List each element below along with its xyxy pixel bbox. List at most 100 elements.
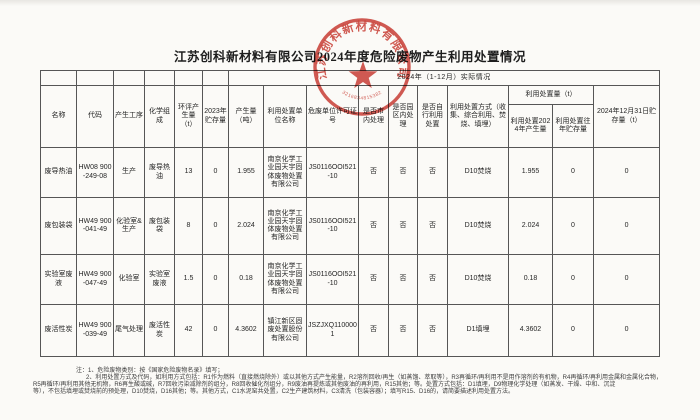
- table-cell: 0: [552, 197, 594, 255]
- col-header-code: 代码: [76, 85, 114, 148]
- table-cell: 4.3602: [228, 304, 264, 357]
- header-row-sub: 利用处置2024年产生量 利用处置往年贮存量: [41, 104, 660, 148]
- col-header-chemical: 化学组成: [144, 85, 175, 148]
- header-spacer-cell: [76, 70, 114, 86]
- table-cell: JS0116OOI521-10: [306, 197, 359, 255]
- table-cell: 化验室&生产: [113, 197, 145, 255]
- table-cell: 0.18: [228, 254, 264, 305]
- page-title: 江苏创科新材料有限公司2024年度危险废物产生利用处置情况: [173, 50, 526, 64]
- table-cell: 废导热油: [144, 147, 175, 198]
- col-header-disposal-unit: 利用处置单位名称: [263, 85, 307, 148]
- table-row: 实验室废液 HW49 900-047-49 化验室 实验室废液 1.5 0 0.…: [40, 254, 661, 305]
- table-cell: 0: [552, 147, 594, 198]
- table-cell: 废活性炭: [144, 304, 175, 357]
- table-cell: 否: [388, 197, 418, 255]
- table-cell: HW49 900-047-49: [76, 254, 114, 305]
- table-cell: 0: [592, 147, 661, 198]
- col-header-self-disposal: 是否自行利用处置: [417, 85, 448, 148]
- table-cell: 南京化学工业园天宇固体废物处置有限公司: [263, 197, 307, 255]
- footnote-line: 2、利用处置方式及代码，如利用方式包括：R1作为燃料（直接燃烧除外）或以其他方式…: [86, 375, 663, 381]
- table-cell: 0.18: [508, 254, 553, 305]
- table-cell: 否: [388, 254, 418, 305]
- table-cell: D10焚烧: [447, 197, 509, 255]
- footnote-line: 注：1、危险废物类别：按《国家危险废物名录》填写；: [76, 368, 224, 374]
- col-header-eia-amount: 环评产生量（t）: [174, 85, 203, 148]
- col-header-in-park: 是否园区内处理: [388, 85, 418, 148]
- table-cell: 2.024: [228, 197, 264, 255]
- table-cell: 废包装袋: [144, 197, 175, 255]
- table-cell: 42: [174, 304, 203, 357]
- table-cell: 1.955: [508, 147, 553, 198]
- col-header-storage-eoy: 2024年12月31日贮存量（t）: [592, 85, 661, 148]
- table-cell: 南京化学工业园天宇固体废物处置有限公司: [263, 254, 307, 305]
- table-cell: 实验室废液: [144, 254, 175, 305]
- table-cell: HW49 900-039-49: [76, 304, 114, 357]
- col-header-process: 产生工序: [113, 85, 145, 148]
- table-row: 废活性炭 HW49 900-039-49 尾气处理 废活性炭 42 0 4.36…: [40, 304, 661, 357]
- table-cell: JS0116OOI521-10: [306, 147, 359, 198]
- table-cell: 0: [592, 254, 661, 305]
- table-cell: 否: [417, 254, 448, 305]
- table-row: 废包装袋 HW49 900-041-49 化验室&生产 废包装袋 8 0 2.0…: [40, 197, 661, 255]
- table-cell: 0: [592, 304, 661, 357]
- table-cell: 8: [174, 197, 203, 255]
- col-header-method: 利用处置方式（收集、综合利用、焚烧、填埋）: [447, 85, 509, 148]
- footnote-line: 等），不包括填埋或焚烧前的预处理，D10焚烧，D16其他；等。其他方式，C1水泥…: [33, 389, 515, 395]
- col-header-disposal-total: 利用处置量（t）: [508, 85, 594, 105]
- table-cell: 南京化学工业园天宇固体废物处置有限公司: [263, 147, 307, 198]
- table-cell: 镇江新区固废处置股份有限公司: [263, 304, 307, 357]
- table-cell: D10焚烧: [447, 254, 509, 305]
- period-row: 2024年（1-12月）实际情况: [40, 70, 661, 86]
- table-cell: 0: [592, 197, 661, 255]
- header-spacer-cell: [174, 70, 203, 86]
- table-cell: 0: [202, 197, 229, 255]
- footnote-line: R5再循环/再利用其他无机物，R6再生酸或碱，R7回收污染减除剂的组分，R8回收…: [33, 382, 616, 388]
- table-cell: 否: [358, 147, 389, 198]
- table-cell: 废导热油: [40, 147, 77, 198]
- col-header-disposal-2024: 利用处置2024年产生量: [508, 104, 553, 148]
- table-cell: 否: [417, 147, 448, 198]
- header-spacer-cell: [113, 70, 145, 86]
- table-cell: 0: [202, 147, 229, 198]
- col-header-storage-2023: 2023年贮存量: [202, 85, 229, 148]
- table-cell: JSZJXQ1100001: [306, 304, 359, 357]
- table-cell: 否: [388, 147, 418, 198]
- table-cell: 尾气处理: [113, 304, 145, 357]
- table-cell: 4.3602: [508, 304, 553, 357]
- table-cell: 2.024: [508, 197, 553, 255]
- seal-serial-text: 3216834815382: [341, 90, 383, 102]
- table-cell: 生产: [113, 147, 145, 198]
- table-cell: HW49 900-041-49: [76, 197, 114, 255]
- table-cell: 0: [202, 304, 229, 357]
- table-cell: 化验室: [113, 254, 145, 305]
- header-spacer-cell: [40, 70, 77, 86]
- table-cell: JS0116OOI521-10: [306, 254, 359, 305]
- table-cell: 否: [417, 197, 448, 255]
- period-header: 2024年（1-12月）实际情况: [227, 70, 661, 86]
- company-seal: 江苏创科新材料有限公司 3216834815382: [313, 18, 411, 116]
- header-row-main: 名称 代码 产生工序 化学组成 环评产生量（t） 2023年贮存量 产生量（吨）…: [40, 85, 661, 148]
- col-header-generated: 产生量（吨）: [228, 85, 264, 148]
- table-cell: 0: [202, 254, 229, 305]
- table-cell: 否: [388, 304, 418, 357]
- col-header-name: 名称: [40, 85, 77, 148]
- table-cell: D1填埋: [447, 304, 509, 357]
- table-cell: 0: [552, 304, 594, 357]
- table-cell: 1.955: [228, 147, 264, 198]
- table-cell: 废活性炭: [40, 304, 77, 357]
- table-cell: 13: [174, 147, 203, 198]
- col-header-disposal-prev: 利用处置往年贮存量: [552, 104, 594, 148]
- table-cell: 否: [358, 254, 389, 305]
- table-cell: HW08 900-249-08: [76, 147, 114, 198]
- table-cell: 0: [552, 254, 594, 305]
- table-cell: 1.5: [174, 254, 203, 305]
- table-cell: 废包装袋: [40, 197, 77, 255]
- seal-star-icon: [348, 61, 378, 89]
- table-cell: D10焚烧: [447, 147, 509, 198]
- table-cell: 否: [358, 304, 389, 357]
- col-header-license: 危废单位许可证号: [306, 85, 359, 148]
- table-row: 废导热油 HW08 900-249-08 生产 废导热油 13 0 1.955 …: [40, 147, 661, 198]
- hazardous-waste-table: 2024年（1-12月）实际情况 名称 代码 产生工序 化学组成 环评产生量（t…: [40, 70, 661, 357]
- seal-ring: [313, 18, 411, 116]
- table-cell: 否: [358, 197, 389, 255]
